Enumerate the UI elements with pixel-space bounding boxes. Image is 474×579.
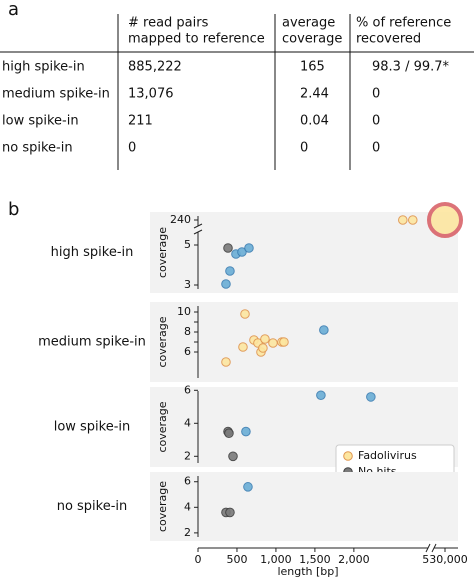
- axis-break: [431, 543, 437, 553]
- table-cell: 98.3 / 99.7*: [372, 60, 450, 75]
- table-cell: 211: [128, 114, 153, 129]
- data-point: [225, 266, 235, 276]
- y-tick-label: 5: [184, 238, 191, 251]
- column-header: mapped to reference: [128, 32, 265, 47]
- y-tick-label: 2: [184, 449, 191, 462]
- data-point: [225, 507, 235, 518]
- x-tick-label: 1,500: [299, 553, 331, 566]
- data-point: [223, 243, 233, 253]
- y-tick-label: 4: [184, 500, 191, 513]
- y-tick-label: 3: [184, 278, 191, 291]
- data-point: [238, 342, 248, 352]
- row-label: low spike-in: [2, 114, 79, 129]
- table-cell: 13,076: [128, 87, 174, 102]
- column-header: coverage: [282, 32, 342, 47]
- data-point: [279, 337, 289, 347]
- data-point: [407, 215, 418, 225]
- y-tick-label: 6: [184, 383, 191, 396]
- panel-background: [150, 472, 458, 541]
- y-axis-label: coverage: [156, 481, 169, 532]
- row-title: high spike-in: [51, 245, 134, 260]
- y-tick-label: 4: [184, 416, 191, 429]
- data-point: [221, 357, 231, 367]
- data-point: [240, 309, 250, 319]
- data-point: [228, 451, 238, 462]
- column-header: average: [282, 16, 335, 31]
- x-tick-label: 2,000: [338, 553, 370, 566]
- column-header: # read pairs: [128, 16, 209, 31]
- table-cell: 0.04: [300, 114, 329, 129]
- row-title: no spike-in: [57, 499, 128, 514]
- x-tick-label: 530,000: [422, 553, 468, 566]
- data-point: [244, 243, 254, 253]
- x-tick-label: 1,000: [260, 553, 292, 566]
- column-header: % of reference: [356, 16, 451, 31]
- data-point: [221, 279, 231, 289]
- data-point: [241, 426, 251, 437]
- y-tick-label: 8: [184, 325, 191, 338]
- y-tick-label: 10: [177, 305, 191, 318]
- x-tick-label: 500: [226, 553, 247, 566]
- data-point: [366, 392, 376, 402]
- column-header: recovered: [356, 32, 421, 47]
- data-point: [398, 215, 408, 225]
- data-point: [316, 390, 326, 401]
- table-cell: 0: [128, 141, 136, 156]
- y-tick-label: 240: [170, 213, 191, 226]
- row-label: no spike-in: [2, 141, 73, 156]
- axis-break: [193, 229, 203, 235]
- y-axis-label: coverage: [156, 227, 169, 278]
- y-tick-label: 6: [184, 475, 191, 488]
- table-cell: 0: [372, 114, 380, 129]
- y-axis-label: coverage: [156, 316, 169, 367]
- data-point: [237, 247, 247, 257]
- row-label: medium spike-in: [2, 87, 110, 102]
- axis-break: [425, 543, 431, 553]
- panel-background: [150, 212, 458, 293]
- table-cell: 0: [372, 141, 380, 156]
- legend-label: Fadolivirus: [358, 449, 417, 462]
- table-cell: 0: [300, 141, 308, 156]
- data-point: [427, 202, 463, 238]
- table-cell: 885,222: [128, 60, 182, 75]
- y-axis-label: coverage: [156, 401, 169, 452]
- data-point: [224, 428, 234, 439]
- row-title: medium spike-in: [38, 335, 146, 350]
- data-point: [260, 334, 270, 344]
- x-axis-label: length [bp]: [277, 565, 338, 578]
- table-cell: 0: [372, 87, 380, 102]
- data-point: [268, 338, 278, 348]
- y-tick-label: 6: [184, 345, 191, 358]
- data-point: [258, 343, 268, 353]
- panel-background: [150, 302, 458, 382]
- x-tick-label: 0: [195, 553, 202, 566]
- panel-label: a: [8, 0, 19, 20]
- y-tick-label: 2: [184, 526, 191, 539]
- row-title: low spike-in: [54, 420, 131, 435]
- data-point: [243, 482, 253, 492]
- table-cell: 165: [300, 60, 325, 75]
- data-point: [319, 325, 329, 335]
- panel-label: b: [8, 199, 19, 220]
- axis-break: [193, 223, 203, 229]
- table-cell: 2.44: [300, 87, 329, 102]
- legend-marker: [343, 451, 353, 461]
- row-label: high spike-in: [2, 60, 85, 75]
